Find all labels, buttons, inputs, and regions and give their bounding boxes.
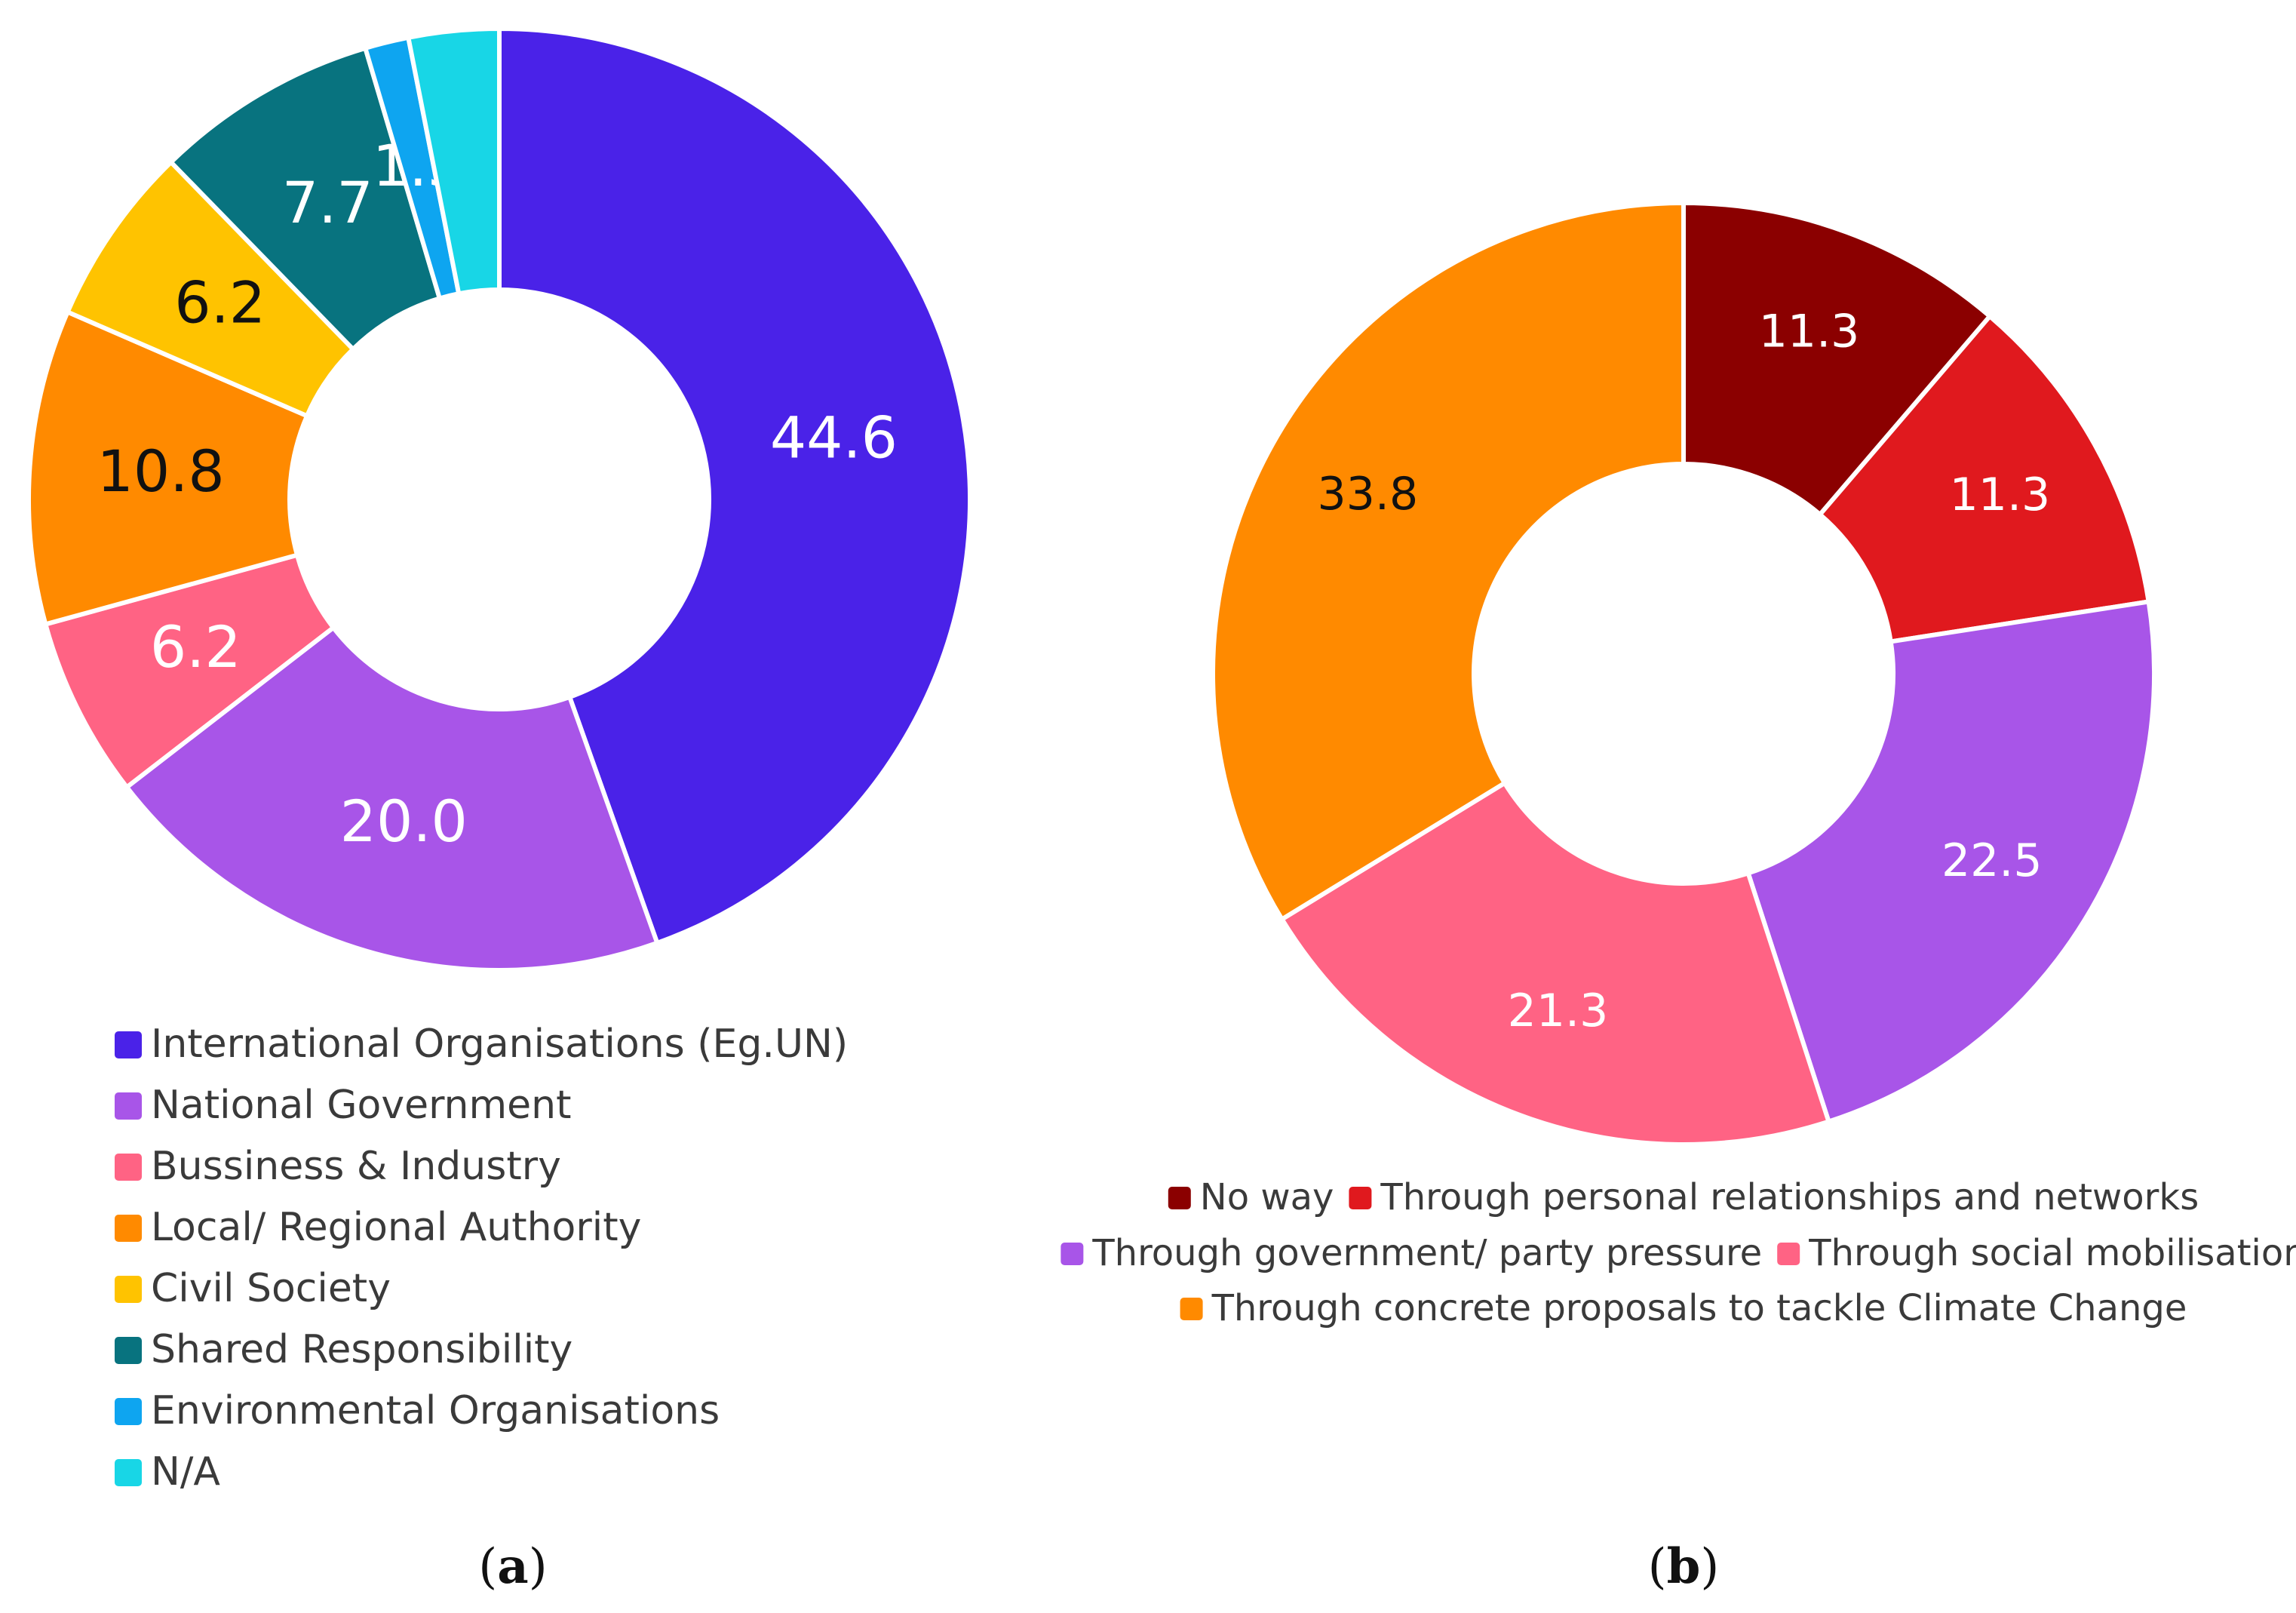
legend-swatch xyxy=(115,1337,142,1364)
legend-swatch xyxy=(1777,1243,1800,1265)
slice-2 xyxy=(1817,314,2151,644)
slice-value-label: 33.8 xyxy=(1318,468,1419,521)
panel-label-a: (a) xyxy=(478,1538,547,1595)
slice-value-label: 11.3 xyxy=(1950,469,2051,521)
slice-value-label: 7.7 xyxy=(282,169,373,236)
legend-label: Bussiness & Industry xyxy=(151,1144,561,1189)
legend-label: Shared Responsibility xyxy=(151,1327,572,1372)
slice-3 xyxy=(1745,599,2156,1124)
legend-swatch xyxy=(1061,1243,1084,1265)
legend-swatch xyxy=(1180,1298,1203,1320)
legend-swatch xyxy=(115,1031,142,1058)
slice-1 xyxy=(1681,201,1993,517)
legend-swatch xyxy=(115,1398,142,1425)
legend-label: Through government/ party pressure xyxy=(1091,1232,1762,1274)
legend-swatch xyxy=(115,1215,142,1242)
legend-swatch xyxy=(1168,1187,1191,1209)
slice-value-label: 11.3 xyxy=(1759,305,1860,358)
legend-label: No way xyxy=(1200,1176,1334,1218)
legend-label: National Government xyxy=(151,1083,572,1128)
slice-6 xyxy=(168,45,442,352)
panel-label-b: (b) xyxy=(1648,1538,1720,1595)
legend-label: Local/ Regional Authority xyxy=(151,1205,641,1250)
slice-value-label: 6.2 xyxy=(150,613,241,681)
legend-swatch xyxy=(115,1092,142,1120)
legend-label: Through social mobilisation xyxy=(1808,1232,2296,1274)
slice-value-label: 6.2 xyxy=(174,269,266,336)
slice-value-label: 21.3 xyxy=(1508,985,1609,1037)
legend-label: N/A xyxy=(151,1449,220,1495)
donut-chart-b: 11.3 11.3 22.5 21.3 33.8 xyxy=(1211,201,2156,1147)
legend-swatch xyxy=(115,1459,142,1486)
slice-value-label: 22.5 xyxy=(1941,834,2043,887)
slice-1 xyxy=(497,26,972,945)
legend-swatch xyxy=(1349,1187,1372,1209)
slice-8 xyxy=(406,26,502,296)
legend-swatch xyxy=(115,1154,142,1181)
legend-label: Civil Society xyxy=(151,1266,391,1311)
legend-label: Through personal relationships and netwo… xyxy=(1380,1176,2199,1218)
slice-4 xyxy=(1279,780,1831,1147)
legend-label: Environmental Organisations xyxy=(151,1388,720,1433)
slice-4 xyxy=(26,309,309,627)
slice-5 xyxy=(1211,201,1686,922)
legend-label: International Organisations (Eg.UN) xyxy=(151,1022,848,1067)
slice-value-label: 20.0 xyxy=(340,788,468,855)
slice-2 xyxy=(124,625,660,972)
legend-label: Through concrete proposals to tackle Cli… xyxy=(1211,1287,2187,1329)
legend-b: No way Through personal relationships and… xyxy=(1061,1176,2296,1329)
legend-swatch xyxy=(115,1276,142,1303)
slice-value-label: 44.6 xyxy=(770,404,898,471)
legend-a: International Organisations (Eg.UN) Natio… xyxy=(115,1022,848,1495)
donut-chart-a: 44.620.06.210.86.27.71.5 xyxy=(26,26,972,972)
slice-value-label: 10.8 xyxy=(97,438,225,505)
